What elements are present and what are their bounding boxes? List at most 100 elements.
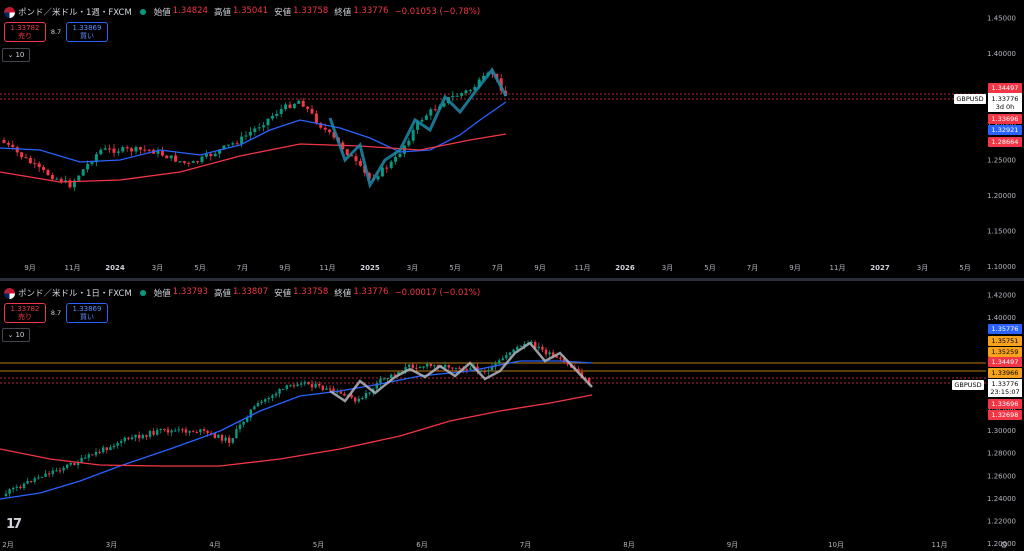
daily-candle [411,364,414,368]
weekly-candle [328,129,332,133]
daily-candle [98,452,101,454]
daily-candle [87,454,90,458]
gbpusd-flag-icon [4,287,15,299]
weekly-candle [178,161,182,163]
weekly-price-chart[interactable]: 1.450001.400001.350001.300001.250001.200… [0,0,1024,278]
daily-candle [274,393,278,396]
weekly-candle [90,162,94,164]
high-value: 高値 1.33807 [213,287,269,299]
daily-candle [228,437,231,443]
low-value: 安値 1.33758 [274,6,329,18]
weekly-candle [94,154,98,163]
daily-candle [501,358,504,361]
weekly-candle [279,109,283,114]
weekly-candle [156,150,160,154]
buy-button[interactable]: 1.33869 買い [66,303,108,323]
daily-candle [242,421,245,425]
daily-candle [188,431,191,433]
daily-candle [246,417,249,422]
daily-candle [390,374,393,379]
buy-button[interactable]: 1.33869 買い [66,22,108,42]
weekly-moving-average [0,101,507,163]
weekly-x-label: 5月 [704,264,715,272]
daily-y-tick: 1.40000 [987,314,1016,322]
daily-candle [379,378,382,384]
daily-y-tick: 1.28000 [987,450,1016,458]
indicators-collapse-button[interactable]: ⌄ 10 [2,48,30,62]
indicators-collapse-button[interactable]: ⌄ 10 [2,328,30,342]
daily-candle [112,445,116,448]
chevron-down-icon: ⌄ [7,51,14,59]
tradingview-logo-icon[interactable]: 17 [6,517,22,532]
daily-legend: ポンド／米ドル・1日・FXCM 始値 1.33793 高値 1.33807 安値 1.… [4,285,480,301]
sell-button[interactable]: 1.33782 売り [4,303,46,323]
weekly-candle [398,153,402,157]
daily-candle [22,483,26,489]
weekly-candle [37,163,41,168]
weekly-x-label: 3月 [662,264,673,272]
settings-gear-icon[interactable]: ⚙ [1000,541,1009,551]
sell-button[interactable]: 1.33782 売り [4,22,46,42]
daily-price-chart[interactable]: 1.420001.400001.380001.360001.340001.320… [0,281,1024,551]
daily-candle [498,360,501,364]
weekly-x-label: 9月 [789,264,800,272]
weekly-candle [345,149,349,156]
weekly-y-tick: 1.25000 [987,157,1016,165]
daily-x-label: 4月 [209,541,220,549]
weekly-candle [420,119,424,122]
weekly-candle [477,79,481,88]
daily-candle [552,352,555,357]
weekly-candle [165,155,169,159]
weekly-symbol-title[interactable]: ポンド／米ドル・1週・FXCM [18,8,132,18]
weekly-x-label: 11月 [575,264,591,272]
daily-price-label-4: 1.34497 [988,357,1022,367]
daily-candle [4,493,8,496]
daily-candle [300,383,303,385]
weekly-candle [314,113,318,123]
weekly-x-label: 5月 [959,264,970,272]
daily-chart-pane[interactable]: 1.420001.400001.380001.360001.340001.320… [0,281,1024,551]
daily-candle [202,429,206,431]
weekly-x-label: 7月 [747,264,758,272]
daily-x-label: 11月 [932,541,948,549]
weekly-moving-average [0,133,507,183]
weekly-candle [442,103,446,107]
daily-candle [235,429,238,439]
daily-candle [336,391,339,393]
weekly-zigzag-line [328,67,508,189]
weekly-candle [424,115,428,120]
weekly-y-tick: 1.15000 [987,228,1016,236]
daily-candle [177,429,180,431]
daily-candle [559,357,562,360]
pane-divider[interactable] [0,278,1024,281]
weekly-candle [138,147,142,150]
chevron-down-icon: ⌄ [7,331,14,339]
daily-candle [58,470,62,472]
weekly-candle [358,160,362,166]
weekly-candle [297,100,301,104]
daily-zigzag-line [329,341,593,403]
weekly-candle [55,178,59,180]
weekly-x-label: 7月 [492,264,503,272]
daily-candle [537,346,540,349]
daily-candle [127,437,130,440]
weekly-candle [42,167,46,170]
weekly-candle [160,150,164,156]
daily-candle [192,431,195,433]
daily-candle [516,346,519,350]
daily-candle [426,363,429,367]
daily-candle [397,371,400,376]
weekly-last-price-label: 1.33776 3d 0h [988,93,1022,112]
daily-y-tick: 1.30000 [987,427,1016,435]
weekly-candle [77,175,81,181]
daily-symbol-title[interactable]: ポンド／米ドル・1日・FXCM [18,289,132,299]
daily-y-tick: 1.26000 [987,472,1016,480]
change-value: −0.00017 (−0.01%) [394,288,481,298]
daily-candle [534,341,537,349]
daily-candle [282,388,285,390]
daily-candle [296,384,299,386]
weekly-candle [121,147,125,152]
weekly-candle [429,109,433,116]
weekly-candle [11,144,15,148]
weekly-chart-pane[interactable]: 1.450001.400001.350001.300001.250001.200… [0,0,1024,278]
